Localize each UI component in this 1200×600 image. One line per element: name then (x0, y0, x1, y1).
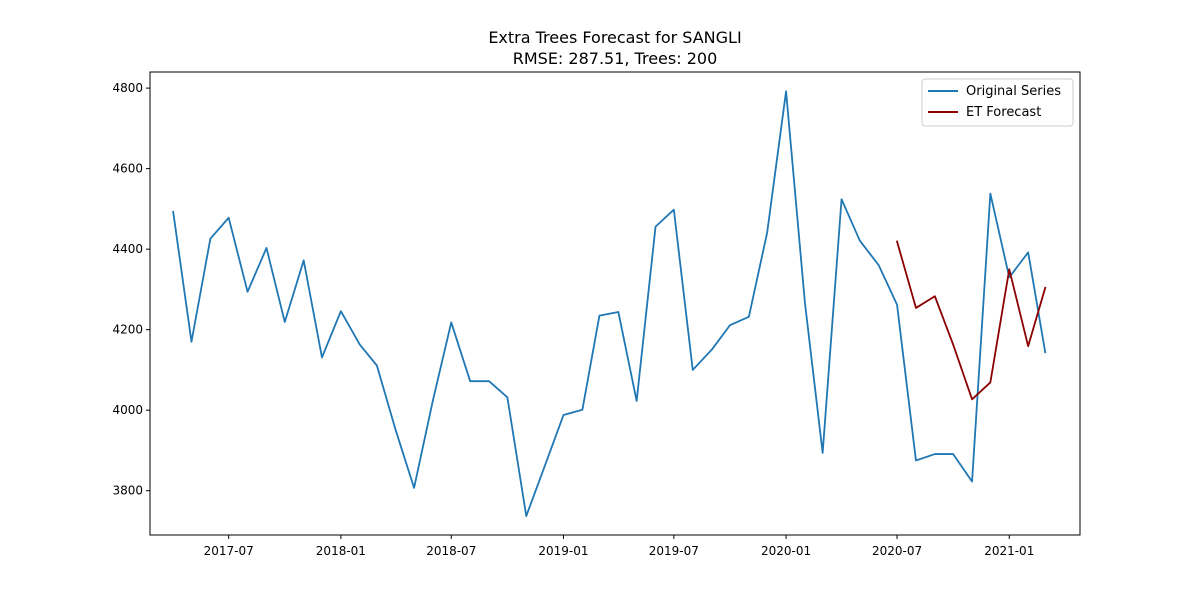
data-point-original-series (171, 209, 176, 214)
x-tick-label: 2020-01 (761, 544, 811, 558)
y-tick-label: 4200 (112, 323, 143, 337)
data-point-original-series (282, 320, 287, 325)
y-tick-label: 4600 (112, 162, 143, 176)
series-line-et-forecast (895, 240, 1047, 401)
data-point-original-series (802, 301, 807, 306)
data-point-original-series (988, 191, 993, 196)
data-point-original-series (616, 309, 621, 314)
data-point-original-series (301, 258, 306, 263)
series-layer (171, 89, 1048, 519)
x-tick-label: 2019-07 (649, 544, 699, 558)
data-point-original-series (245, 289, 250, 294)
y-tick-label: 4800 (112, 81, 143, 95)
data-point-original-series (690, 367, 695, 372)
data-point-original-series (895, 302, 900, 307)
axes-ticks: 3800 4000 4200 4400 4600 4800 2017-07 2018-01 20… (112, 81, 1034, 558)
series-line-original-series (172, 90, 1047, 517)
data-point-original-series (561, 413, 566, 418)
y-tick-label: 3800 (112, 484, 143, 498)
x-tick-label: 2020-07 (872, 544, 922, 558)
data-point-original-series (226, 215, 231, 220)
data-point-original-series (449, 320, 454, 325)
data-point-original-series (264, 245, 269, 250)
y-tick-label: 4400 (112, 242, 143, 256)
chart-title: Extra Trees Forecast for SANGLI (488, 28, 741, 47)
data-point-original-series (913, 458, 918, 463)
data-point-et-forecast (1026, 344, 1031, 349)
data-point-original-series (524, 514, 529, 519)
x-tick-label: 2021-01 (984, 544, 1034, 558)
data-point-original-series (189, 339, 194, 344)
data-point-original-series (970, 479, 975, 484)
data-point-original-series (597, 313, 602, 318)
data-point-et-forecast (895, 239, 900, 244)
data-point-et-forecast (988, 380, 993, 385)
data-point-original-series (208, 236, 213, 241)
data-point-original-series (634, 398, 639, 403)
data-point-original-series (765, 230, 770, 235)
data-point-original-series (857, 238, 862, 243)
data-point-original-series (542, 464, 547, 469)
data-point-original-series (1043, 350, 1048, 355)
data-point-et-forecast (932, 294, 937, 299)
data-point-et-forecast (970, 397, 975, 402)
data-point-original-series (374, 363, 379, 368)
data-point-original-series (505, 395, 510, 400)
x-tick-label: 2017-07 (204, 544, 254, 558)
legend-label-original-series: Original Series (966, 84, 1061, 99)
data-point-original-series (951, 452, 956, 457)
data-point-original-series (319, 355, 324, 360)
x-tick-label: 2018-07 (426, 544, 476, 558)
data-point-original-series (430, 398, 435, 403)
data-point-original-series (709, 347, 714, 352)
data-point-original-series (784, 89, 789, 94)
plot-frame (149, 71, 1081, 536)
data-point-original-series (727, 323, 732, 328)
chart-subtitle: RMSE: 287.51, Trees: 200 (513, 49, 718, 68)
data-point-original-series (932, 452, 937, 457)
data-point-original-series (412, 485, 417, 490)
data-point-original-series (653, 224, 658, 229)
data-point-original-series (393, 428, 398, 433)
x-tick-label: 2019-01 (538, 544, 588, 558)
data-point-original-series (357, 342, 362, 347)
data-point-original-series (820, 450, 825, 455)
data-point-original-series (746, 314, 751, 319)
data-point-original-series (671, 207, 676, 212)
legend-label-et-forecast: ET Forecast (966, 105, 1041, 120)
data-point-et-forecast (1007, 267, 1012, 272)
data-point-et-forecast (1043, 285, 1048, 290)
data-point-original-series (487, 379, 492, 384)
data-point-original-series (1026, 250, 1031, 255)
data-point-original-series (876, 263, 881, 268)
y-tick-label: 4000 (112, 403, 143, 417)
legend-box (921, 78, 1074, 127)
data-point-original-series (468, 379, 473, 384)
data-point-et-forecast (913, 305, 918, 310)
data-point-original-series (839, 197, 844, 202)
legend: Original Series ET Forecast (921, 78, 1074, 127)
data-point-original-series (580, 407, 585, 412)
x-tick-label: 2018-01 (316, 544, 366, 558)
data-point-et-forecast (951, 342, 956, 347)
data-point-original-series (338, 309, 343, 314)
